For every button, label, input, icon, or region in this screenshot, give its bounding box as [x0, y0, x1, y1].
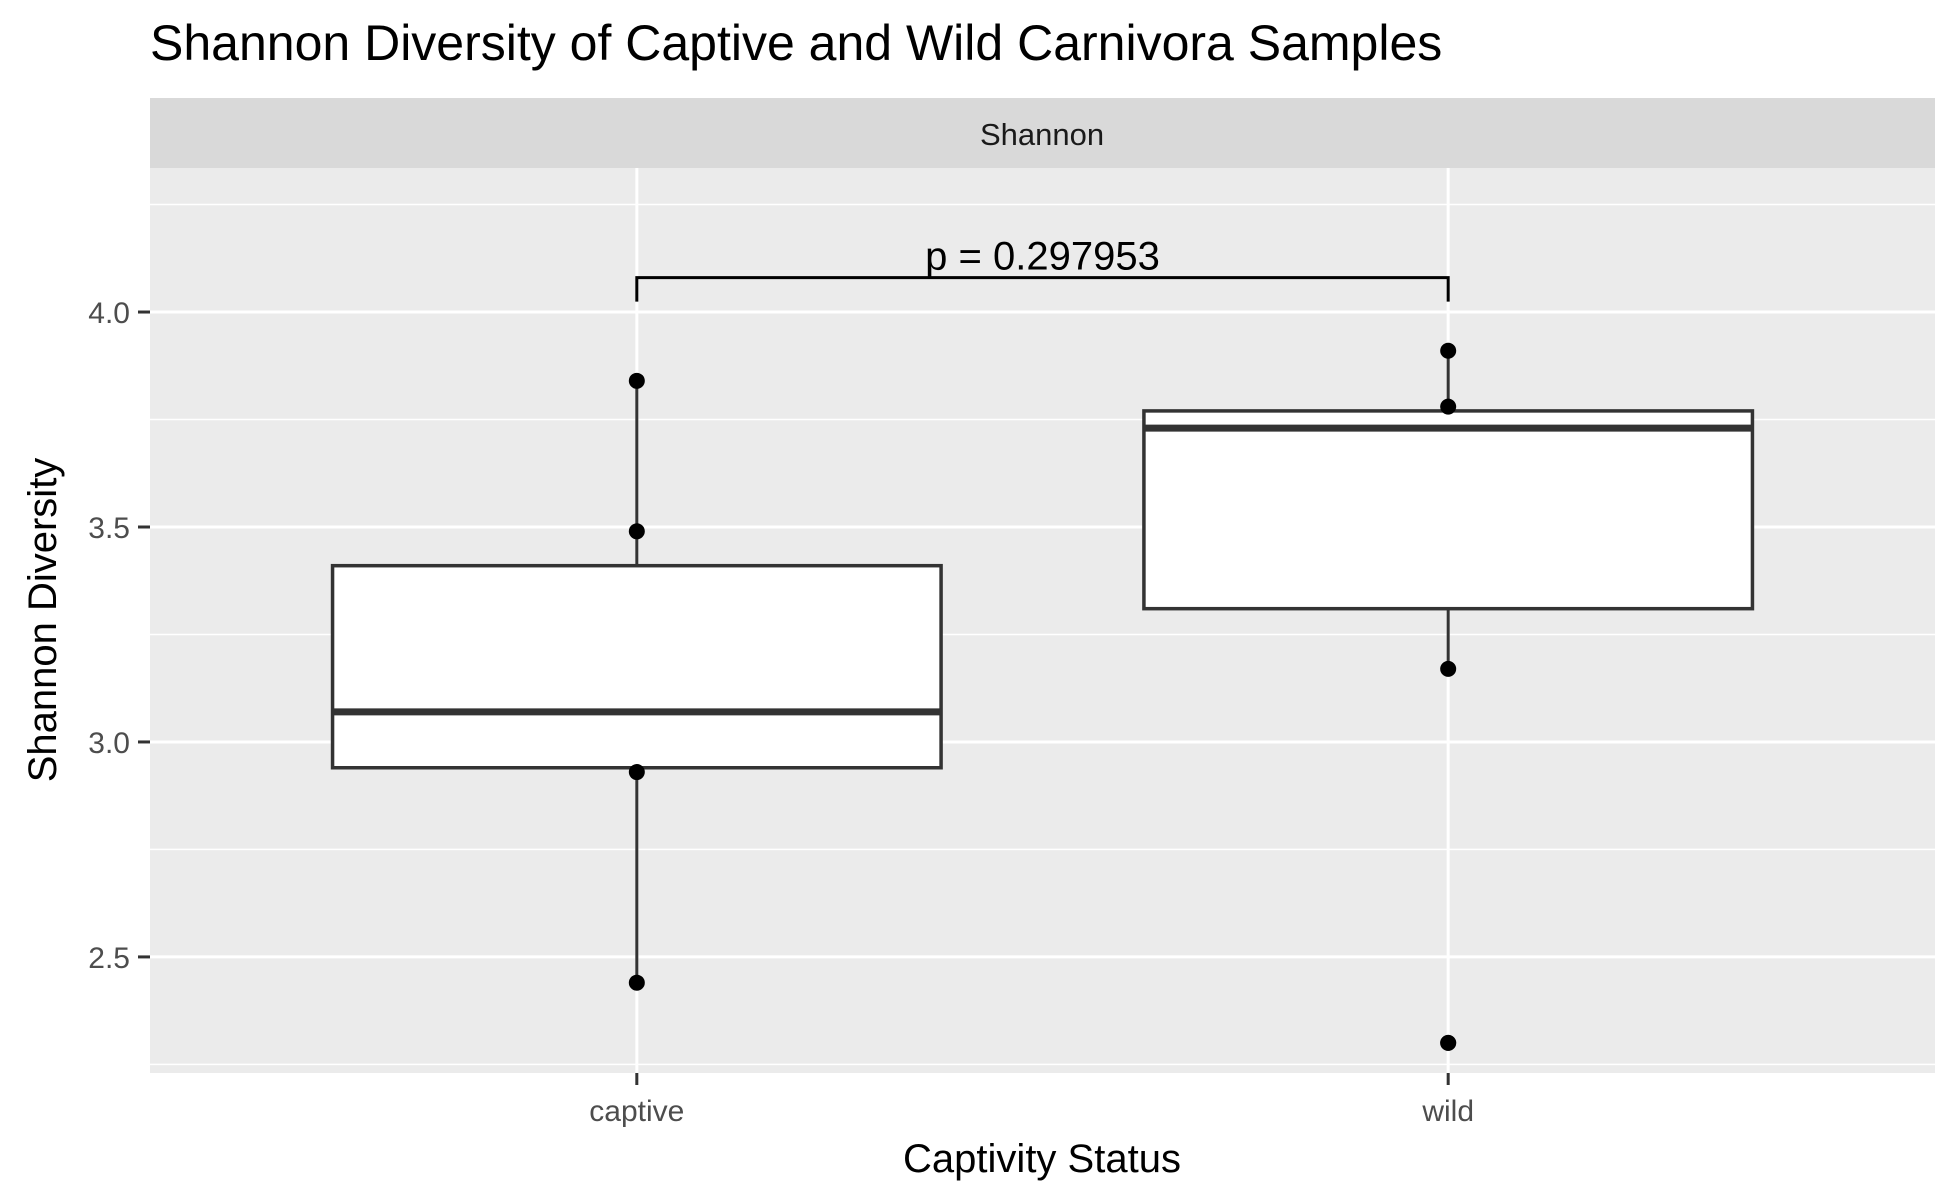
facet-strip: [150, 98, 1935, 168]
axes: 2.5 3.0 3.5 4.0 captive wild: [88, 297, 1474, 1128]
data-points: [628, 342, 1457, 1051]
data-point-wild: [1440, 1034, 1457, 1051]
y-tick-label: 2.5: [88, 942, 130, 975]
boxes: [330, 346, 1755, 1051]
x-tick-label-captive: captive: [589, 1095, 684, 1128]
significance-bracket: [635, 276, 1450, 302]
data-point-captive: [628, 523, 645, 540]
box-captive: [330, 563, 943, 770]
chart-title: Shannon Diversity of Captive and Wild Ca…: [150, 15, 1442, 71]
y-axis-title: Shannon Diversity: [21, 458, 65, 783]
x-axis-title: Captivity Status: [903, 1137, 1181, 1181]
data-point-captive: [628, 764, 645, 781]
x-tick-label-wild: wild: [1421, 1095, 1474, 1128]
data-point-wild: [1440, 398, 1457, 415]
box-wild: [1142, 409, 1755, 611]
p-value-label: p = 0.297953: [925, 235, 1160, 279]
y-tick-label: 3.5: [88, 512, 130, 545]
data-point-captive: [628, 372, 645, 389]
y-tick-label: 4.0: [88, 297, 130, 330]
significance-annotation: p = 0.297953: [635, 235, 1450, 302]
data-point-wild: [1440, 342, 1457, 359]
data-point-captive: [628, 974, 645, 991]
facet-strip-label: Shannon: [980, 117, 1104, 152]
y-tick-label: 3.0: [88, 727, 130, 760]
data-point-wild: [1440, 660, 1457, 677]
